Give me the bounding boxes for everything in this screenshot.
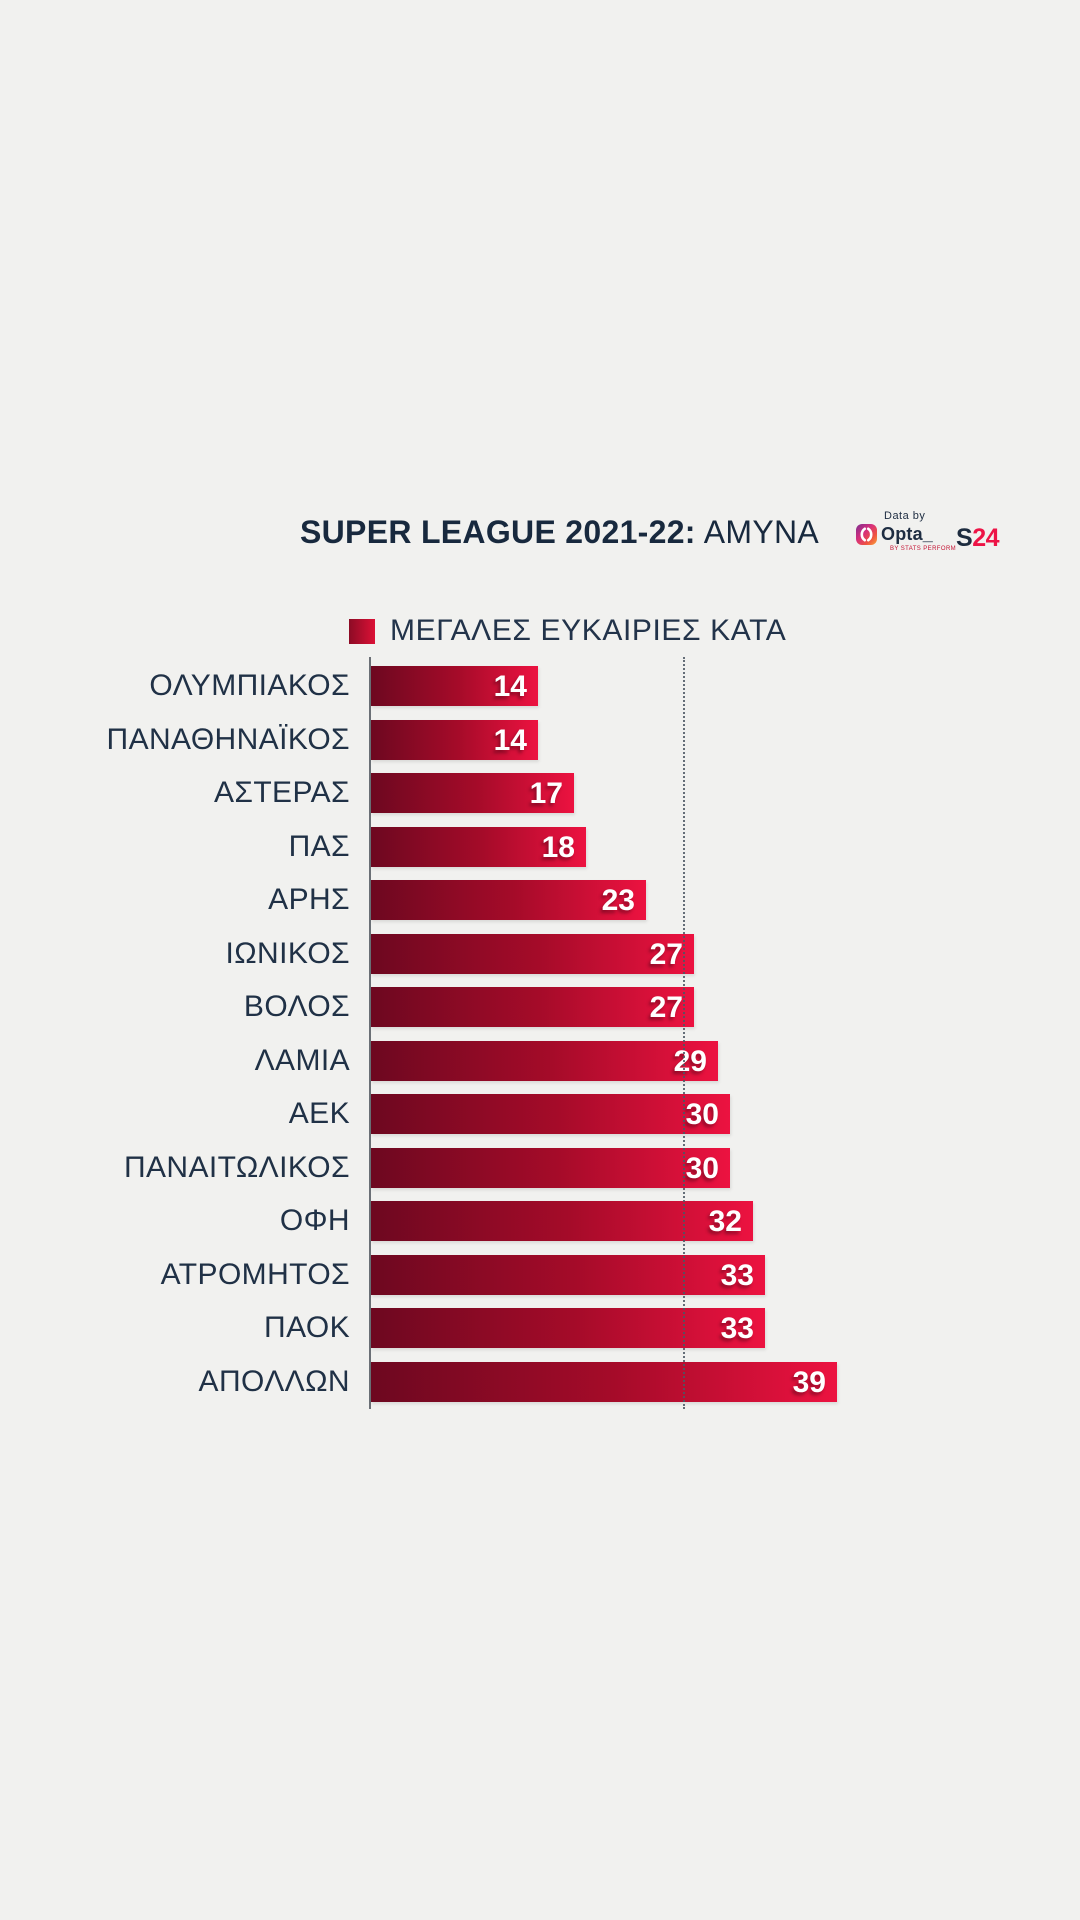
s24-logo-s: S: [956, 524, 973, 552]
opta-stats-perform-label: BY STATS PERFORM: [890, 546, 957, 552]
bar-value-label: 30: [685, 1098, 719, 1131]
team-label: ΒΟΛΟΣ: [243, 990, 350, 1023]
team-label: ΑΤΡΟΜΗΤΟΣ: [160, 1257, 350, 1291]
bar-value-label: 23: [601, 884, 635, 917]
team-label: ΑΣΤΕΡΑΣ: [213, 776, 350, 809]
team-label: ΑΠΟΛΛΩΝ: [198, 1364, 350, 1398]
opta-data-by-label: Data by: [884, 510, 926, 522]
opta-logo: Data by Opta_: [856, 510, 957, 552]
s24-logo: S24: [956, 524, 999, 553]
bar-value-label: 32: [708, 1205, 742, 1238]
bar-value-label: 14: [493, 723, 527, 757]
bar: 39: [371, 1361, 837, 1402]
bar-value-label: 39: [792, 1365, 826, 1399]
bar: 29: [371, 1040, 718, 1081]
bar-value-label: 30: [685, 1151, 719, 1185]
bar: 27: [371, 933, 694, 974]
legend-swatch-icon: [349, 618, 375, 644]
y-axis-line: [369, 657, 371, 1409]
bar: 33: [371, 1308, 765, 1348]
page-title-regular: ΑΜΥΝΑ: [703, 514, 820, 550]
team-label: ΠΑΣ: [288, 829, 350, 863]
legend-label: ΜΕΓΑΛΕΣ ΕΥΚΑΙΡΙΕΣ ΚΑΤΑ: [390, 614, 787, 647]
s24-logo-24: 24: [972, 524, 999, 552]
legend: ΜΕΓΑΛΕΣ ΕΥΚΑΙΡΙΕΣ ΚΑΤΑ: [349, 614, 786, 648]
bar: 17: [371, 773, 574, 813]
team-label: ΟΦΗ: [279, 1204, 350, 1237]
bar-value-label: 27: [649, 991, 683, 1024]
logo-cluster: Data by Opta_: [856, 510, 999, 553]
team-label: ΠΑΝΑΙΤΩΛΙΚΟΣ: [123, 1150, 350, 1184]
team-label: ΑΕΚ: [288, 1097, 350, 1130]
team-label: ΠΑΝΑΘΗΝΑΪΚΟΣ: [106, 722, 350, 756]
opta-wordmark: Opta_: [881, 524, 934, 544]
team-label: ΛΑΜΙΑ: [254, 1043, 350, 1077]
page-title-bold: SUPER LEAGUE 2021-22:: [300, 514, 696, 550]
opta-icon: [856, 524, 877, 545]
bar-value-label: 14: [493, 670, 527, 703]
bar: 18: [371, 826, 586, 867]
page-title: SUPER LEAGUE 2021-22: ΑΜΥΝΑ: [300, 514, 819, 550]
team-label: ΟΛΥΜΠΙΑΚΟΣ: [149, 669, 350, 702]
bar: 27: [371, 987, 694, 1027]
bar-value-label: 29: [673, 1044, 707, 1078]
bar: 30: [371, 1147, 730, 1188]
bar: 23: [371, 880, 646, 920]
bar: 30: [371, 1094, 730, 1134]
bar-value-label: 27: [649, 937, 683, 971]
average-dotted-line: [683, 657, 685, 1409]
bar: 14: [371, 719, 538, 760]
bar: 33: [371, 1254, 765, 1295]
bar-value-label: 18: [541, 830, 575, 864]
bar-value-label: 33: [720, 1312, 754, 1345]
bar-value-label: 17: [529, 777, 563, 810]
bar: 14: [371, 666, 538, 706]
team-label: ΠΑΟΚ: [264, 1311, 350, 1344]
team-label: ΑΡΗΣ: [268, 883, 350, 916]
bar-value-label: 33: [720, 1258, 754, 1292]
team-label: ΙΩΝΙΚΟΣ: [225, 936, 350, 970]
bar: 32: [371, 1201, 753, 1241]
